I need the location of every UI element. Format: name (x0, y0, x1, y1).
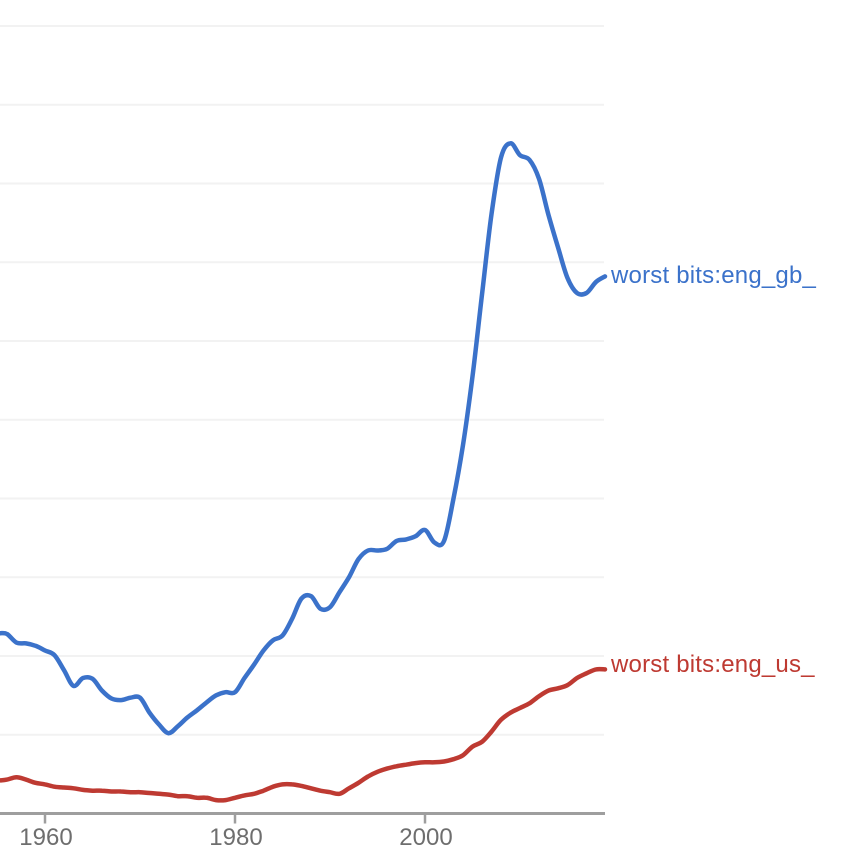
x-axis-tick-label-1960: 1960 (19, 824, 73, 851)
x-axis-tick-label-2000: 2000 (399, 824, 453, 851)
series-label-eng-us[interactable]: worst bits:eng_us_ (611, 651, 815, 678)
series-label-eng-gb[interactable]: worst bits:eng_gb_ (611, 262, 817, 289)
series-line-eng-gb[interactable] (0, 141, 608, 736)
x-axis-tick-label-1980: 1980 (209, 824, 263, 851)
series-line-eng-us[interactable] (0, 666, 608, 803)
